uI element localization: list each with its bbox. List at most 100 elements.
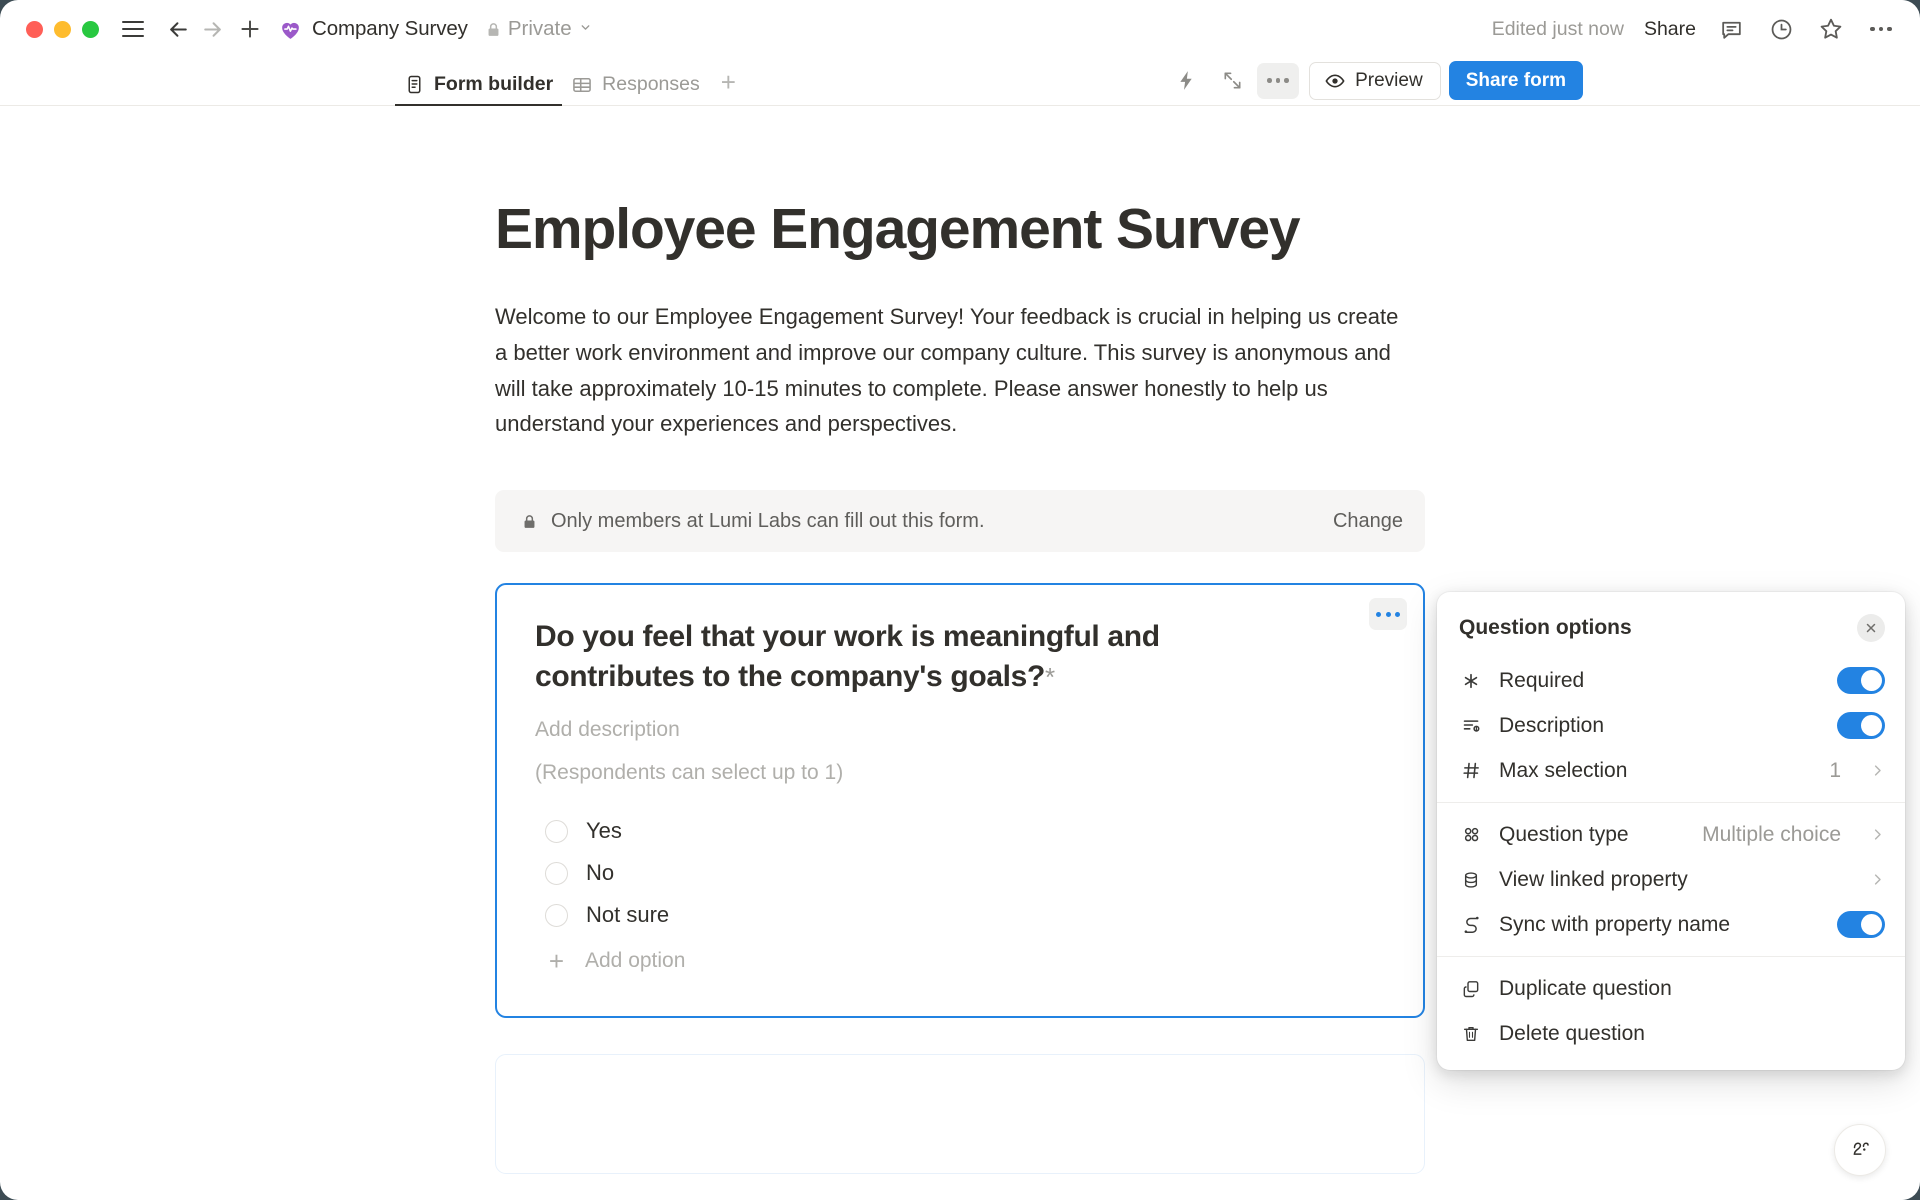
- database-icon: [1459, 870, 1483, 890]
- list-item[interactable]: No: [535, 852, 1385, 894]
- option-row-view-linked-property[interactable]: View linked property: [1437, 857, 1905, 902]
- tab-responses[interactable]: Responses: [562, 73, 709, 106]
- question-card[interactable]: Do you feel that your work is meaningful…: [495, 583, 1425, 1019]
- radio-icon[interactable]: [545, 861, 568, 885]
- share-button[interactable]: Share: [1643, 17, 1696, 40]
- table-icon: [571, 74, 593, 96]
- star-icon[interactable]: [1816, 14, 1846, 44]
- next-question-card[interactable]: [495, 1054, 1425, 1175]
- close-icon[interactable]: [1857, 614, 1885, 642]
- description-toggle[interactable]: [1837, 712, 1885, 739]
- document-title[interactable]: Company Survey: [312, 17, 468, 40]
- duplicate-icon: [1459, 979, 1483, 999]
- panel-section-actions: Duplicate question Delete question: [1437, 956, 1905, 1058]
- tab-label: Form builder: [434, 73, 554, 95]
- question-description-input[interactable]: Add description: [535, 718, 680, 742]
- panel-section-type: Question type Multiple choice View linke…: [1437, 802, 1905, 949]
- option-label[interactable]: No: [586, 860, 615, 886]
- maximize-window-button[interactable]: [82, 20, 99, 38]
- list-item[interactable]: Not sure: [535, 894, 1385, 936]
- option-label[interactable]: Yes: [586, 818, 622, 844]
- tab-label: Responses: [602, 73, 700, 95]
- panel-header: Question options: [1437, 592, 1905, 656]
- close-window-button[interactable]: [26, 20, 43, 38]
- option-row-question-type[interactable]: Question type Multiple choice: [1437, 812, 1905, 857]
- description-icon: [1459, 715, 1483, 736]
- notion-ai-face-icon: [1846, 1136, 1874, 1164]
- change-permission-button[interactable]: Change: [1332, 509, 1403, 532]
- traffic-lights: [26, 20, 99, 38]
- form-icon: [404, 74, 425, 95]
- lock-icon: [485, 20, 502, 39]
- selection-hint: (Respondents can select up to 1): [535, 761, 844, 785]
- form-toolbar: Preview Share form: [1165, 61, 1920, 106]
- sync-icon: [1459, 914, 1483, 935]
- sidebar-toggle-icon[interactable]: [119, 15, 147, 43]
- option-label: Question type: [1499, 822, 1629, 846]
- privacy-label: Private: [507, 17, 572, 40]
- option-label: Required: [1499, 668, 1585, 692]
- form-description[interactable]: Welcome to our Employee Engagement Surve…: [495, 303, 1399, 437]
- more-options-icon[interactable]: [1866, 14, 1896, 44]
- page-title[interactable]: Employee Engagement Survey: [495, 197, 1301, 261]
- option-label: Delete question: [1499, 1021, 1645, 1045]
- lightning-icon[interactable]: [1165, 63, 1207, 99]
- question-more-options-icon[interactable]: [1369, 598, 1407, 631]
- form-page: Employee Engagement Survey Welcome to ou…: [495, 106, 1425, 1175]
- chevron-right-icon: [1870, 763, 1885, 778]
- required-marker: *: [1044, 661, 1055, 692]
- duplicate-question-button[interactable]: Duplicate question: [1437, 966, 1905, 1011]
- permission-label: Only members at Lumi Labs can fill out t…: [551, 509, 985, 532]
- grid-dots-icon: [1459, 824, 1483, 845]
- option-row-description[interactable]: Description: [1437, 703, 1905, 748]
- back-arrow-icon[interactable]: [161, 12, 195, 46]
- lock-icon: [521, 512, 538, 531]
- comment-icon[interactable]: [1716, 14, 1746, 44]
- hash-icon: [1459, 760, 1483, 781]
- question-options-list: Yes No Not sure + Add option: [535, 810, 1385, 982]
- required-toggle[interactable]: [1837, 667, 1885, 694]
- radio-icon[interactable]: [545, 903, 568, 927]
- option-row-max-selection[interactable]: Max selection 1: [1437, 748, 1905, 793]
- minimize-window-button[interactable]: [54, 20, 71, 38]
- chevron-down-icon: [579, 21, 592, 37]
- question-title-text: Do you feel that your work is meaningful…: [535, 620, 1160, 693]
- eye-icon: [1324, 70, 1346, 92]
- notion-ai-button[interactable]: [1834, 1124, 1886, 1176]
- share-form-button[interactable]: Share form: [1448, 61, 1583, 100]
- question-type-value: Multiple choice: [1702, 822, 1841, 846]
- plus-icon: +: [548, 946, 565, 977]
- tab-form-builder[interactable]: Form builder: [395, 73, 563, 106]
- option-label: Sync with property name: [1499, 912, 1731, 936]
- list-item[interactable]: Yes: [535, 810, 1385, 852]
- forward-arrow-icon[interactable]: [195, 12, 229, 46]
- add-option-button[interactable]: + Add option: [535, 940, 1385, 982]
- add-tab-button[interactable]: +: [720, 67, 736, 97]
- option-label: Description: [1499, 713, 1605, 737]
- question-title[interactable]: Do you feel that your work is meaningful…: [535, 617, 1235, 696]
- max-selection-value: 1: [1829, 758, 1841, 782]
- question-options-panel: Question options Required Description: [1437, 592, 1905, 1070]
- option-row-required[interactable]: Required: [1437, 658, 1905, 703]
- privacy-selector[interactable]: Private: [485, 17, 592, 41]
- sync-property-toggle[interactable]: [1837, 911, 1885, 938]
- tab-bar: Form builder Responses + Preview Sha: [0, 58, 1920, 106]
- option-row-sync-property-name[interactable]: Sync with property name: [1437, 902, 1905, 947]
- panel-title: Question options: [1459, 616, 1632, 639]
- delete-question-button[interactable]: Delete question: [1437, 1011, 1905, 1056]
- new-page-icon[interactable]: [233, 12, 267, 46]
- form-more-options-icon[interactable]: [1257, 62, 1300, 99]
- expand-arrows-icon[interactable]: [1211, 63, 1253, 99]
- clock-icon[interactable]: [1766, 14, 1796, 44]
- titlebar: Company Survey Private Edited just now S…: [0, 0, 1920, 58]
- preview-button[interactable]: Preview: [1309, 61, 1441, 100]
- edited-status: Edited just now: [1491, 17, 1624, 40]
- permission-text-group: Only members at Lumi Labs can fill out t…: [521, 510, 985, 533]
- option-label[interactable]: Not sure: [586, 902, 670, 928]
- radio-icon[interactable]: [545, 819, 568, 843]
- trash-icon: [1459, 1024, 1483, 1044]
- titlebar-actions: Edited just now Share: [1492, 14, 1896, 44]
- option-label: View linked property: [1499, 867, 1688, 891]
- heart-pulse-icon: [277, 16, 303, 42]
